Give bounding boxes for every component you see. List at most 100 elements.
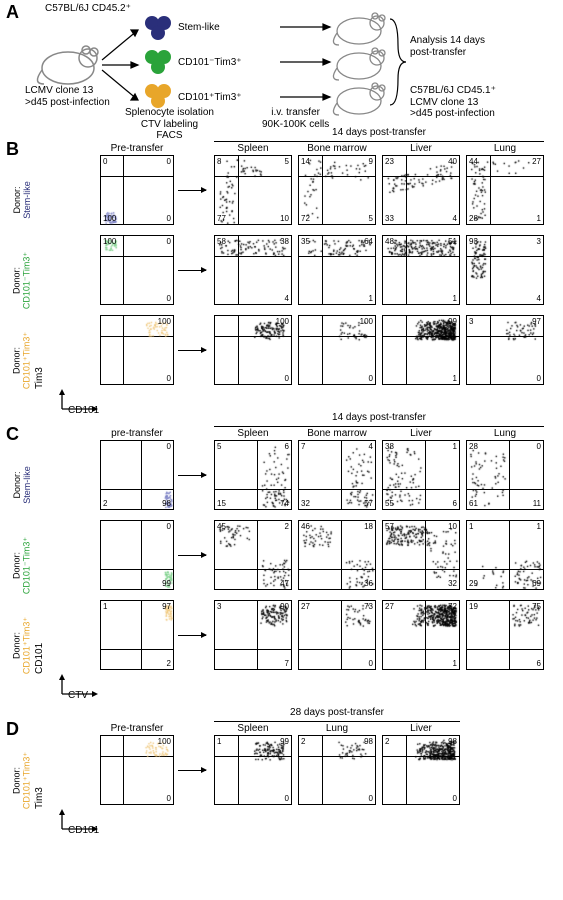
facs-plot: 112969 — [466, 520, 544, 590]
quadrant-value: 0 — [167, 237, 171, 246]
quadrant-value: 29 — [469, 579, 478, 588]
quadrant-value: 97 — [532, 317, 541, 326]
quadrant-value: 4 — [369, 442, 373, 451]
quadrant-value: 28 — [469, 214, 478, 223]
quadrant-value: 0 — [369, 794, 373, 803]
quadrant-value: 1 — [453, 294, 457, 303]
facs-plot: 35 64 1 — [298, 235, 376, 305]
quadrant-value: 15 — [217, 499, 226, 508]
quadrant-value: 2 — [301, 737, 305, 746]
quadrant-value: 9 — [369, 157, 373, 166]
facs-plot: 991 — [382, 315, 460, 385]
quadrant-value: 57 — [364, 499, 373, 508]
row-donor-label: Donor:CD101⁻Tim3⁺ — [12, 246, 33, 316]
facs-plot: 10000 — [100, 235, 174, 305]
quadrant-value: 2 — [167, 659, 171, 668]
column-header: Pre-transfer — [100, 723, 174, 734]
quadrant-value: 99 — [280, 737, 289, 746]
facs-plot: 3907 — [214, 600, 292, 670]
quadrant-value: 45 — [217, 522, 226, 531]
quadrant-value: 0 — [167, 374, 171, 383]
quadrant-value: 3 — [469, 317, 473, 326]
quadrant-value: 3 — [217, 602, 221, 611]
row-donor-label: Donor:CD101⁺Tim3⁺ — [12, 326, 33, 396]
facs-plot: 1000 — [100, 315, 174, 385]
section-title: 28 days post-transfer — [214, 707, 460, 718]
figure: A — [0, 0, 563, 900]
row-donor-label: Donor:Stem-like — [12, 450, 32, 520]
quadrant-value: 0 — [167, 157, 171, 166]
quadrant-value: 98 — [364, 737, 373, 746]
quadrant-value: 64 — [364, 237, 373, 246]
quadrant-value: 5 — [285, 157, 289, 166]
quadrant-value: 2 — [285, 522, 289, 531]
column-header: Spleen — [214, 723, 292, 734]
column-header: Lung — [466, 143, 544, 154]
quadrant-value: 40 — [448, 157, 457, 166]
quadrant-value: 1 — [537, 214, 541, 223]
quadrant-value: 1 — [469, 522, 473, 531]
column-header: Bone marrow — [298, 428, 376, 439]
quadrant-value: 99 — [162, 579, 171, 588]
facs-plot: 1990 — [214, 735, 292, 805]
facs-plot: 2340334 — [382, 155, 460, 225]
column-header: Spleen — [214, 428, 292, 439]
quadrant-value: 74 — [280, 499, 289, 508]
facs-plot: 1000 — [100, 735, 174, 805]
quadrant-value: 0 — [537, 442, 541, 451]
quadrant-value: 0 — [285, 794, 289, 803]
section-title: 14 days post-transfer — [214, 412, 544, 423]
facs-plot: 58384 — [214, 235, 292, 305]
quadrant-value: 0 — [167, 522, 171, 531]
facs-plot: 48511 — [382, 235, 460, 305]
quadrant-value: 1 — [537, 522, 541, 531]
quadrant-value: 0 — [167, 794, 171, 803]
quadrant-value: 93 — [469, 237, 478, 246]
quadrant-value: 77 — [217, 214, 226, 223]
facs-plot: 1972 — [100, 600, 174, 670]
quadrant-value: 72 — [448, 602, 457, 611]
quadrant-value: 1 — [217, 737, 221, 746]
quadrant-value: 0 — [167, 214, 171, 223]
quadrant-value: 36 — [364, 579, 373, 588]
facs-plot: 2 98 0 — [298, 735, 376, 805]
quadrant-value: 0 — [285, 374, 289, 383]
row-donor-label: Donor:CD101⁻Tim3⁺ — [12, 531, 33, 601]
quadrant-value: 5 — [369, 214, 373, 223]
a-left-bottom: LCMV clone 13 >d45 post-infection — [25, 85, 110, 108]
a-left-top: C57BL/6J CD45.2⁺ — [45, 3, 131, 15]
quadrant-value: 38 — [280, 237, 289, 246]
facs-plot: 3970 — [466, 315, 544, 385]
quadrant-value: 1 — [453, 374, 457, 383]
panel-a-label: A — [6, 2, 19, 23]
quadrant-value: 6 — [537, 659, 541, 668]
quadrant-value: 7 — [285, 659, 289, 668]
quadrant-value: 3 — [537, 237, 541, 246]
quadrant-value: 6 — [453, 499, 457, 508]
quadrant-value: 97 — [162, 602, 171, 611]
quadrant-value: 55 — [385, 499, 394, 508]
quadrant-value: 38 — [385, 442, 394, 451]
facs-plot: 561574 — [214, 440, 292, 510]
row-donor-label: Donor:Stem-like — [12, 165, 32, 235]
quadrant-value: 58 — [217, 237, 226, 246]
quadrant-value: 61 — [469, 499, 478, 508]
quadrant-value: 2 — [385, 737, 389, 746]
a-mid-0: Stem-like — [178, 22, 220, 34]
facs-plot: 4427281 — [466, 155, 544, 225]
section-title: 14 days post-transfer — [214, 127, 544, 138]
quadrant-value: 35 — [301, 237, 310, 246]
row-donor-label: Donor:CD101⁺Tim3⁺ — [12, 611, 33, 681]
a-mid-1: CD101⁻Tim3⁺ — [178, 57, 242, 69]
quadrant-value: 10 — [280, 214, 289, 223]
facs-plot: 381556 — [382, 440, 460, 510]
quadrant-value: 1 — [103, 602, 107, 611]
facs-plot: 100 0 — [214, 315, 292, 385]
quadrant-value: 0 — [369, 659, 373, 668]
panel-a: C57BL/6J CD45.2⁺ LCMV clone 13 >d45 post… — [30, 5, 550, 135]
quadrant-value: 1 — [369, 294, 373, 303]
a-mid-cap: Splenocyte isolation CTV labeling FACS — [125, 107, 214, 142]
column-header: Liver — [382, 723, 460, 734]
quadrant-value: 100 — [276, 317, 289, 326]
row-donor-label: Donor:CD101⁺Tim3⁺ — [12, 746, 33, 816]
